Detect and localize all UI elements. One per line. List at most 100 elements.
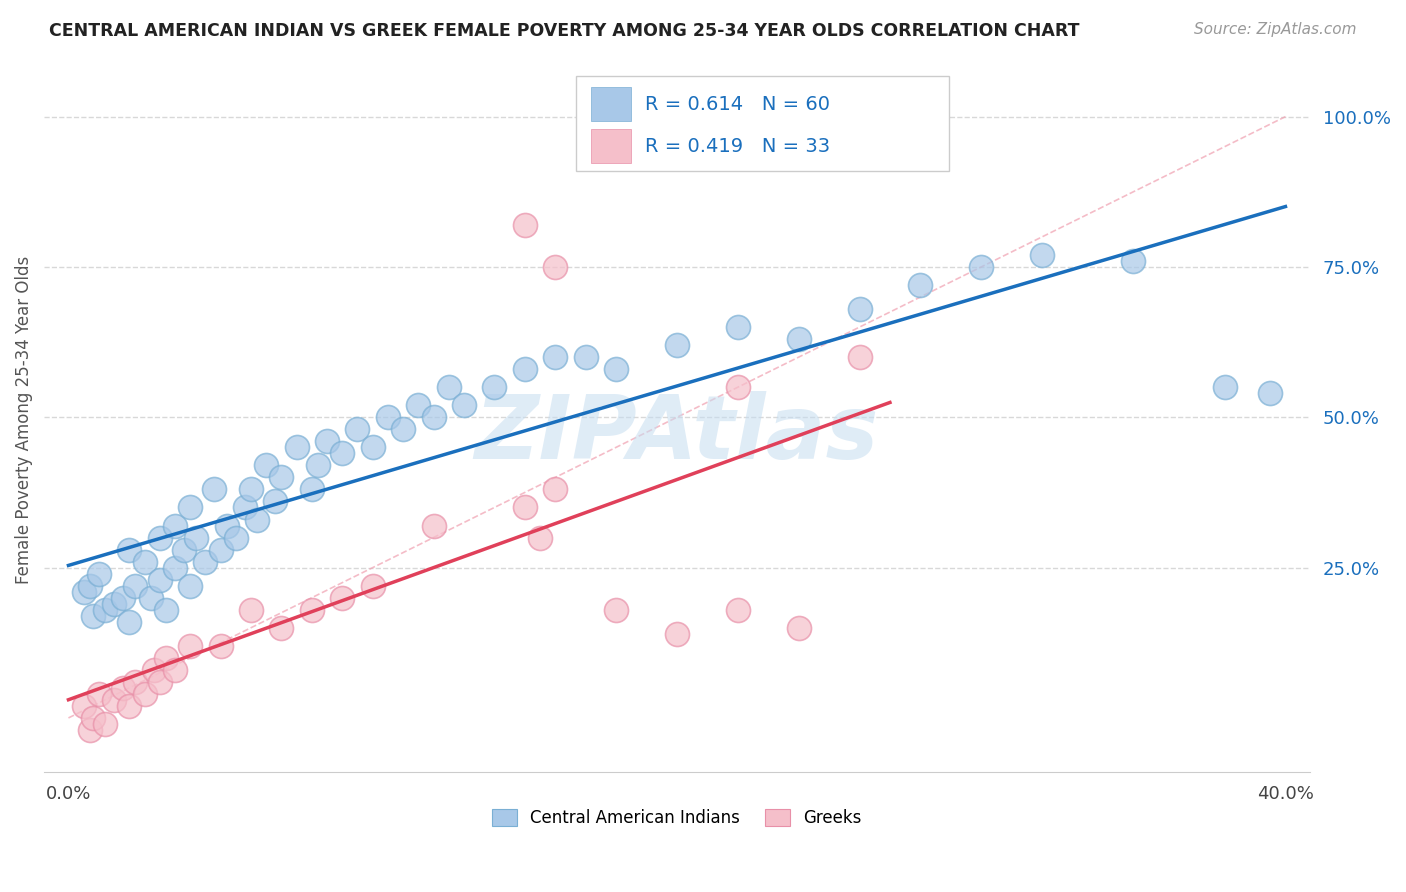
Point — [142, 663, 165, 677]
Point — [82, 711, 104, 725]
Point — [787, 621, 810, 635]
Point — [848, 301, 870, 316]
Point — [209, 542, 232, 557]
Point — [79, 579, 101, 593]
Point — [970, 260, 993, 274]
Point — [149, 531, 172, 545]
Point — [513, 362, 536, 376]
Point — [330, 591, 353, 605]
Point — [246, 512, 269, 526]
Point — [665, 626, 688, 640]
Point — [194, 555, 217, 569]
Point — [155, 603, 177, 617]
Point — [87, 566, 110, 581]
Point — [186, 531, 208, 545]
Point — [377, 410, 399, 425]
Point — [513, 218, 536, 232]
Point — [544, 350, 567, 364]
Point — [270, 470, 292, 484]
Point — [544, 260, 567, 274]
Point — [392, 422, 415, 436]
Point — [513, 500, 536, 515]
Point — [727, 603, 749, 617]
Point — [215, 518, 238, 533]
Point — [163, 560, 186, 574]
Point — [361, 441, 384, 455]
Point — [149, 573, 172, 587]
Point — [103, 597, 125, 611]
Point — [605, 603, 627, 617]
Point — [225, 531, 247, 545]
Point — [484, 380, 506, 394]
Point — [422, 518, 444, 533]
Point — [118, 698, 141, 713]
Point — [103, 693, 125, 707]
Point — [155, 650, 177, 665]
Point — [787, 332, 810, 346]
Point — [179, 500, 201, 515]
Point — [179, 639, 201, 653]
Point — [301, 483, 323, 497]
Point — [1122, 254, 1144, 268]
Point — [346, 422, 368, 436]
Point — [124, 674, 146, 689]
Point — [240, 603, 263, 617]
Point — [134, 687, 156, 701]
Point — [910, 277, 932, 292]
Point — [422, 410, 444, 425]
Point — [139, 591, 162, 605]
Point — [453, 398, 475, 412]
Point — [848, 350, 870, 364]
Legend: Central American Indians, Greeks: Central American Indians, Greeks — [485, 803, 869, 834]
Point — [118, 615, 141, 629]
Point — [163, 663, 186, 677]
Point — [240, 483, 263, 497]
Point — [727, 320, 749, 334]
Point — [209, 639, 232, 653]
Point — [87, 687, 110, 701]
Point — [204, 483, 226, 497]
Point — [179, 579, 201, 593]
Point — [529, 531, 551, 545]
Point — [112, 681, 135, 695]
Text: R = 0.419   N = 33: R = 0.419 N = 33 — [645, 136, 831, 155]
Point — [94, 603, 117, 617]
Point — [408, 398, 430, 412]
Point — [544, 483, 567, 497]
Point — [134, 555, 156, 569]
Point — [575, 350, 598, 364]
Bar — [591, 87, 631, 121]
Point — [301, 603, 323, 617]
Point — [124, 579, 146, 593]
Point — [264, 494, 287, 508]
Point — [73, 698, 96, 713]
Point — [163, 518, 186, 533]
Point — [1258, 386, 1281, 401]
Text: CENTRAL AMERICAN INDIAN VS GREEK FEMALE POVERTY AMONG 25-34 YEAR OLDS CORRELATIO: CENTRAL AMERICAN INDIAN VS GREEK FEMALE … — [49, 22, 1080, 40]
Point — [173, 542, 195, 557]
Point — [233, 500, 256, 515]
Point — [254, 458, 277, 473]
Point — [727, 380, 749, 394]
Point — [307, 458, 329, 473]
Text: ZIPAtlas: ZIPAtlas — [475, 391, 879, 478]
Point — [112, 591, 135, 605]
Point — [79, 723, 101, 737]
Point — [270, 621, 292, 635]
Point — [665, 338, 688, 352]
Point — [1213, 380, 1236, 394]
Point — [118, 542, 141, 557]
Text: Source: ZipAtlas.com: Source: ZipAtlas.com — [1194, 22, 1357, 37]
Point — [94, 717, 117, 731]
Y-axis label: Female Poverty Among 25-34 Year Olds: Female Poverty Among 25-34 Year Olds — [15, 256, 32, 584]
Point — [285, 441, 308, 455]
Point — [82, 608, 104, 623]
Point — [1031, 248, 1053, 262]
Point — [330, 446, 353, 460]
Point — [316, 434, 339, 449]
Point — [437, 380, 460, 394]
Point — [149, 674, 172, 689]
Point — [361, 579, 384, 593]
FancyBboxPatch shape — [575, 76, 949, 170]
Bar — [591, 129, 631, 163]
